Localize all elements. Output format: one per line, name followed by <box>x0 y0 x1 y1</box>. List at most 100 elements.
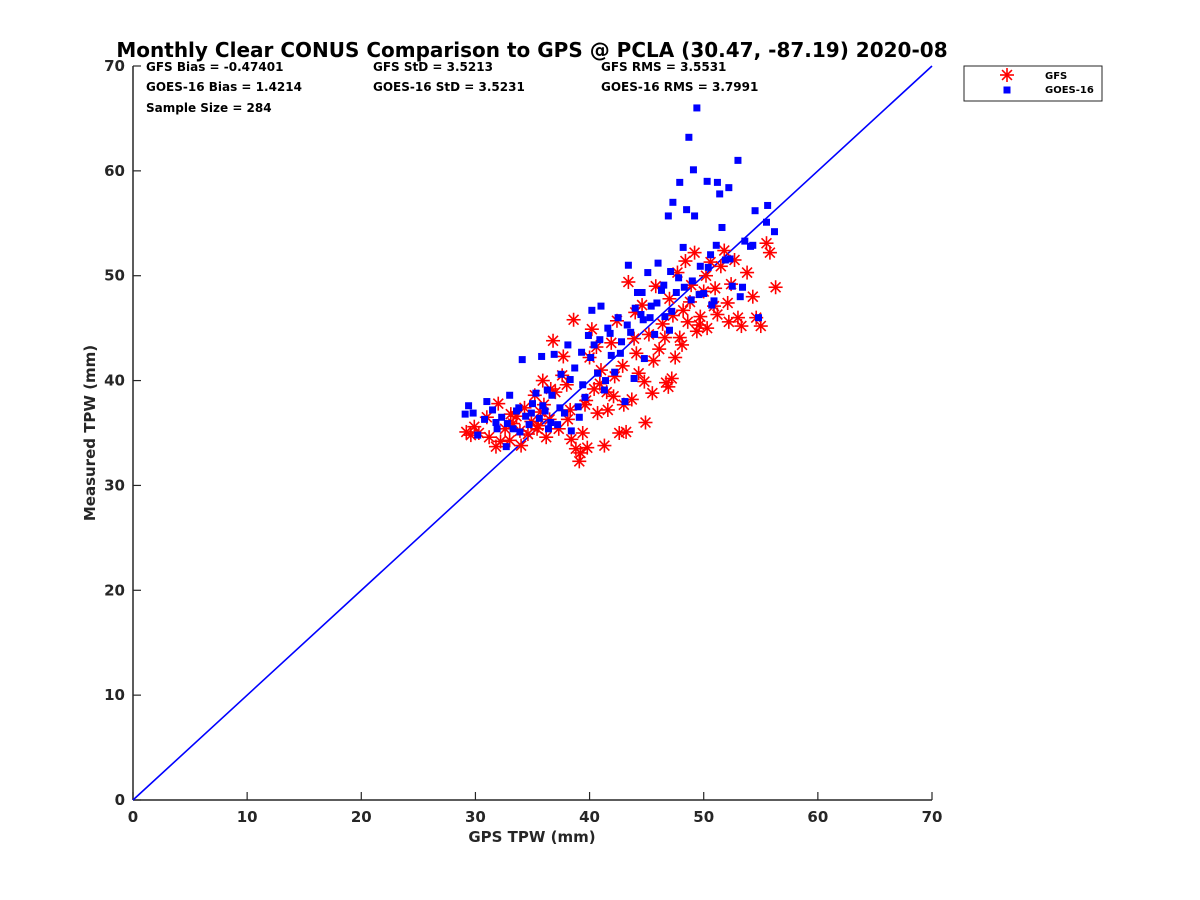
goes16-point <box>688 277 696 285</box>
goes16-point <box>489 406 497 414</box>
goes16-point <box>579 381 587 389</box>
goes16-point <box>481 415 489 423</box>
goes16-point <box>695 291 703 299</box>
goes16-point <box>581 393 589 401</box>
legend-gfs-asterisk <box>1000 68 1014 82</box>
gfs-point <box>678 254 693 269</box>
goes16-point <box>567 427 575 435</box>
goes16-point <box>547 419 555 427</box>
x-axis-label: GPS TPW (mm) <box>468 828 595 846</box>
goes16-point <box>492 419 500 427</box>
gfs-point <box>621 275 636 290</box>
goes16-point <box>661 313 669 321</box>
goes16-point <box>602 377 610 385</box>
goes16-point <box>618 338 626 346</box>
goes16-point <box>498 413 506 421</box>
y-tick-label: 70 <box>104 57 125 75</box>
series-goes16-points <box>461 104 778 451</box>
goes16-point <box>639 316 647 324</box>
goes16-point <box>544 425 552 433</box>
stats-block: GFS Bias = -0.47401 GFS StD = 3.5213 GFS R… <box>146 60 758 115</box>
goes16-point <box>554 421 562 429</box>
goes16-point <box>696 262 704 270</box>
goes16-point <box>515 404 523 412</box>
goes16-point <box>755 314 763 322</box>
goes16-point <box>532 389 540 397</box>
goes16-point <box>762 218 770 226</box>
axes: 0 10 20 30 40 50 60 70 0 10 20 30 40 50 60 70 <box>104 57 942 826</box>
gfs-point <box>600 402 615 417</box>
goes16-point <box>638 288 646 296</box>
goes16-point <box>474 431 482 439</box>
goes16-point <box>584 331 592 339</box>
goes16-point <box>543 386 551 394</box>
goes16-point <box>493 425 501 433</box>
goes16-point <box>685 133 693 141</box>
goes16-point <box>725 184 733 192</box>
gfs-point <box>692 317 707 332</box>
goes16-point <box>653 299 661 307</box>
goes16-point <box>588 306 596 314</box>
stat-text: GOES-16 Bias = 1.4214 <box>146 80 302 94</box>
goes16-point <box>556 404 564 412</box>
goes16-point <box>728 282 736 290</box>
goes16-point <box>541 407 549 415</box>
gfs-point <box>661 379 676 394</box>
goes16-point <box>749 241 757 249</box>
goes16-point <box>503 420 511 428</box>
y-tick-label: 50 <box>104 267 125 285</box>
goes16-point <box>630 374 638 382</box>
legend-gfs-marker <box>1000 68 1014 82</box>
goes16-point <box>606 329 614 337</box>
legend-goes16-marker <box>1003 86 1011 94</box>
gfs-point <box>635 298 650 313</box>
goes16-point <box>668 307 676 315</box>
goes16-point <box>575 413 583 421</box>
goes16-point <box>525 421 533 429</box>
gfs-point <box>717 243 732 258</box>
goes16-point <box>550 350 558 358</box>
gfs-point <box>675 337 690 352</box>
gfs-point <box>645 386 660 401</box>
gfs-point <box>564 432 579 447</box>
goes16-point <box>657 286 665 294</box>
goes16-point <box>672 288 680 296</box>
gfs-point <box>721 314 736 329</box>
goes16-point <box>669 198 677 206</box>
stat-text: GOES-16 RMS = 3.7991 <box>601 80 758 94</box>
gfs-point <box>637 374 652 389</box>
goes16-point <box>660 281 668 289</box>
goes16-point <box>590 341 598 349</box>
stat-text: Sample Size = 284 <box>146 101 272 115</box>
gfs-point <box>580 440 595 455</box>
chart-title: Monthly Clear CONUS Comparison to GPS @ … <box>116 38 947 62</box>
gfs-point <box>708 281 723 296</box>
x-tick-label: 50 <box>693 808 714 826</box>
goes16-point <box>624 261 632 269</box>
gfs-point <box>597 438 612 453</box>
goes16-point <box>712 241 720 249</box>
goes16-point <box>611 368 619 376</box>
goes16-point <box>689 166 697 174</box>
gfs-point <box>698 268 713 283</box>
goes16-point <box>741 237 749 245</box>
gfs-point <box>604 335 619 350</box>
gfs-point <box>590 406 605 421</box>
stat-text: GFS Bias = -0.47401 <box>146 60 283 74</box>
gfs-point <box>657 330 672 345</box>
goes16-point <box>739 283 747 291</box>
gfs-point <box>680 314 695 329</box>
goes16-point <box>597 302 605 310</box>
legend-box <box>963 65 1103 102</box>
gfs-point <box>546 333 561 348</box>
goes16-point <box>509 425 517 433</box>
gfs-point <box>566 312 581 327</box>
goes16-point <box>566 376 574 384</box>
y-axis-label: Measured TPW (mm) <box>81 345 99 521</box>
y-tick-label: 60 <box>104 162 125 180</box>
stat-text: GFS RMS = 3.5531 <box>601 60 726 74</box>
goes16-point <box>469 409 477 417</box>
gfs-point <box>535 373 550 388</box>
goes16-point <box>647 302 655 310</box>
goes16-point <box>516 428 524 436</box>
